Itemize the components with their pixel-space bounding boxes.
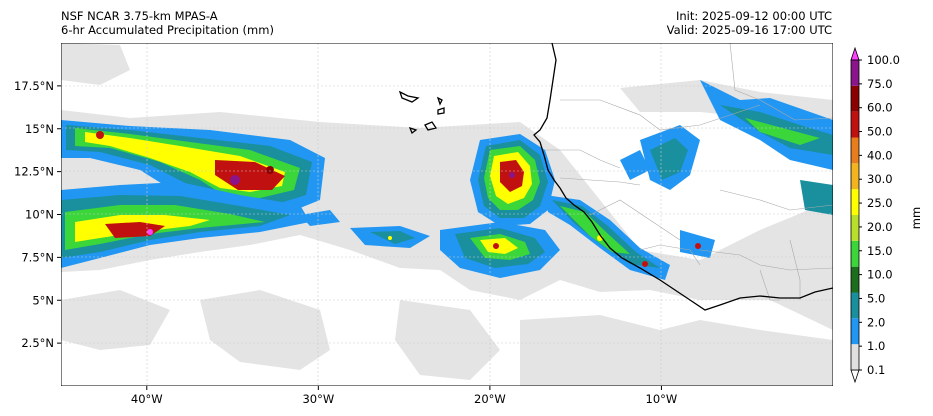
colorbar-segment	[851, 344, 859, 370]
colorbar-level-label: 20.0	[867, 220, 893, 234]
lat-tick-label: 10°N	[25, 208, 54, 222]
lat-tick-label: 7.5°N	[21, 250, 54, 264]
colorbar-level-label: 30.0	[867, 172, 893, 186]
map-area	[61, 43, 833, 386]
colorbar-level-label: 10.0	[867, 268, 893, 282]
colorbar-segment	[851, 85, 859, 112]
lat-tick-label: 12.5°N	[14, 165, 54, 179]
lat-tick-label: 15°N	[25, 122, 54, 136]
colorbar: 0.1 1.0 2.0 5.0 10.0 15.0 20.0 25.0 30.0 40.0 50.0…	[850, 46, 900, 384]
gridlines	[61, 43, 833, 386]
colorbar-segment	[851, 163, 859, 190]
colorbar-extend-max	[850, 46, 860, 61]
colorbar-segment	[851, 111, 859, 138]
colorbar-segment	[851, 318, 859, 345]
colorbar-unit-label: mm	[909, 207, 923, 229]
country-borders	[545, 43, 833, 301]
field-name: 6-hr Accumulated Precipitation (mm)	[61, 23, 274, 37]
colorbar-extend-min	[850, 369, 860, 384]
lat-tick-label: 2.5°N	[21, 336, 54, 350]
colorbar-frame	[850, 59, 860, 371]
precip-coastal-west-africa	[545, 195, 670, 280]
precip-cluster-south-east	[440, 222, 560, 278]
colorbar-segment	[851, 266, 859, 293]
lat-tick-label: 17.5°N	[14, 79, 54, 93]
model-name: NSF NCAR 3.75-km MPAS-A	[61, 9, 218, 23]
colorbar-level-label: 1.0	[867, 339, 885, 353]
valid-time: Valid: 2025-09-16 17:00 UTC	[666, 23, 832, 37]
colorbar-level-label: 40.0	[867, 148, 893, 162]
colorbar-level-label: 50.0	[867, 125, 893, 139]
precip-band-north-west	[61, 120, 325, 215]
colorbar-level-label: 5.0	[867, 291, 885, 305]
colorbar-level-label: 0.1	[867, 363, 885, 377]
colorbar-level-label: 2.0	[867, 315, 885, 329]
colorbar-level-label: 75.0	[867, 77, 893, 91]
colorbar-segment	[851, 215, 859, 241]
colorbar-segment	[851, 189, 859, 215]
colorbar-segment	[851, 137, 859, 164]
lon-tick-label: 40°W	[131, 392, 163, 406]
init-time: Init: 2025-09-12 00:00 UTC	[676, 9, 832, 23]
coastline	[398, 43, 833, 311]
colorbar-level-label: 60.0	[867, 101, 893, 115]
colorbar-segment	[851, 240, 859, 267]
colorbar-level-label: 15.0	[867, 244, 893, 258]
colorbar-segment	[851, 60, 859, 86]
colorbar-level-label: 100.0	[867, 53, 900, 67]
precip-inland-africa	[620, 80, 833, 258]
lat-tick-label: 5°N	[32, 293, 54, 307]
plot-title-right: Init: 2025-09-12 00:00 UTC Valid: 2025-0…	[667, 9, 832, 37]
axis-ticks: 40°W 30°W 20°W 10°W 2.5°N 5°N 7.5°N 10°N 12.5°N 1…	[14, 79, 677, 406]
plot-title-left: NSF NCAR 3.75-km MPAS-A 6-hr Accumulated…	[61, 9, 274, 37]
lon-tick-label: 30°W	[302, 392, 334, 406]
precip-system-east-atlantic	[470, 134, 555, 226]
lon-tick-label: 20°W	[474, 392, 506, 406]
colorbar-segment	[851, 292, 859, 319]
colorbar-level-label: 25.0	[867, 196, 893, 210]
lon-tick-label: 10°W	[646, 392, 678, 406]
precip-band-south-west	[61, 182, 310, 268]
precip-scattered-mid	[300, 210, 430, 248]
